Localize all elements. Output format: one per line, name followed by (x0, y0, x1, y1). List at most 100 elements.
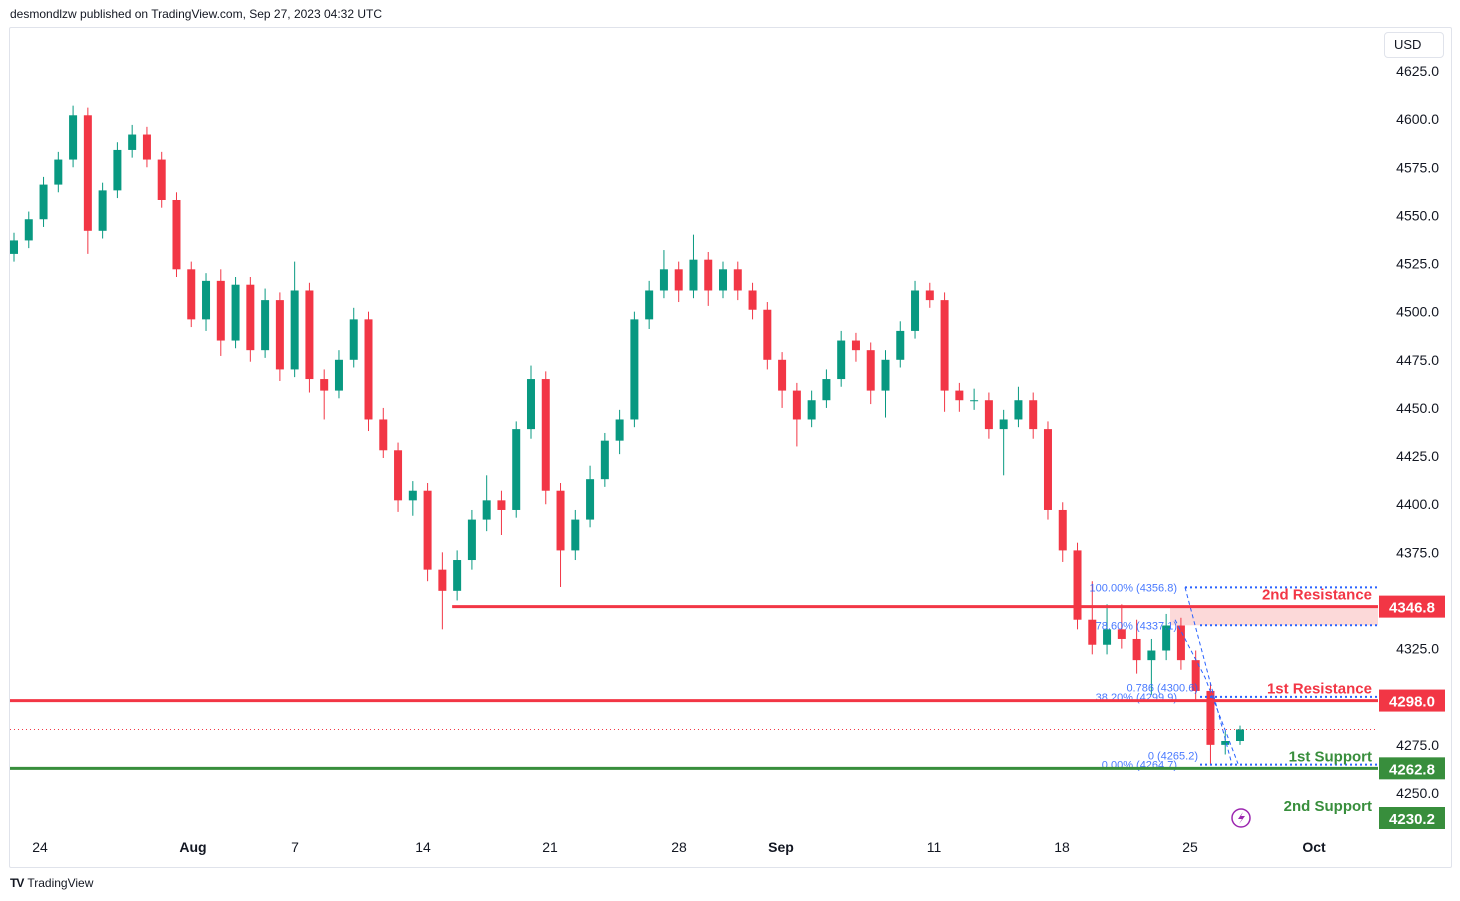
price-tag-value: 4230.2 (1389, 811, 1435, 828)
candle-body (1058, 509, 1067, 551)
candle-body (1206, 690, 1215, 745)
y-tick-label: 4600.0 (1396, 111, 1439, 127)
candle-body (261, 300, 270, 351)
publish-info: desmondlzw published on TradingView.com,… (10, 7, 383, 21)
candle-body (379, 419, 388, 451)
candle-body (645, 290, 654, 320)
candle-body (290, 290, 299, 370)
x-tick-label: 14 (415, 839, 431, 855)
candle-body (438, 569, 447, 591)
x-tick-label: Sep (768, 839, 794, 855)
y-tick-label: 4275.0 (1396, 737, 1439, 753)
candle-body (1191, 660, 1200, 691)
level-name: 1st Support (1289, 748, 1372, 765)
candle-body (305, 290, 314, 380)
candle-body (778, 359, 787, 391)
candle-body (54, 159, 63, 185)
candle-body (83, 115, 92, 231)
fib-extra-label: 0 (4265.2) (1148, 751, 1198, 763)
candle-body (1176, 625, 1185, 661)
candle-body (394, 450, 403, 501)
y-tick-label: 4500.0 (1396, 304, 1439, 320)
chart-frame (9, 27, 1452, 868)
candle-body (659, 269, 668, 291)
candle-body (1147, 650, 1156, 661)
candle-body (1132, 638, 1141, 661)
x-tick-label: 11 (927, 839, 942, 855)
candle-body (674, 269, 683, 291)
fib-trend-line (1174, 587, 1239, 765)
y-tick-label: 4425.0 (1396, 448, 1439, 464)
candle-body (98, 190, 107, 231)
y-tick-label: 4475.0 (1396, 352, 1439, 368)
y-tick-label: 4550.0 (1396, 207, 1439, 223)
candle-body (689, 259, 698, 291)
candle-body (837, 340, 846, 380)
price-tag-value: 4298.0 (1389, 694, 1435, 711)
candle-body (896, 330, 905, 360)
candle-body (925, 290, 934, 301)
candle-body (881, 359, 890, 391)
candle-body (866, 350, 875, 391)
candle-body (1073, 550, 1082, 620)
candle-body (763, 309, 772, 360)
candle-body (423, 490, 432, 570)
candle-body (1103, 629, 1112, 645)
fib-level-label: 78.60% (4337.1) (1096, 620, 1177, 632)
x-tick-label: 28 (671, 839, 687, 855)
candle-body (911, 290, 920, 331)
candle-body (216, 280, 225, 341)
y-tick-label: 4450.0 (1396, 400, 1439, 416)
candle-body (955, 390, 964, 401)
brand-name: TradingView (27, 876, 94, 890)
candle-body (1117, 629, 1126, 639)
candle-body (748, 290, 757, 310)
x-tick-label: 24 (32, 839, 48, 855)
candle-body (39, 184, 48, 220)
tradingview-footer[interactable]: TV TradingView (10, 876, 93, 890)
candle-body (453, 560, 462, 591)
y-tick-label: 4250.0 (1396, 785, 1439, 801)
y-tick-label: 4525.0 (1396, 256, 1439, 272)
price-tag-value: 4346.8 (1389, 600, 1435, 617)
candle-body (482, 500, 491, 520)
candle-body (719, 269, 728, 291)
candle-body (571, 519, 580, 551)
candle-body (24, 219, 33, 241)
candle-body (349, 319, 358, 360)
candle-body (526, 379, 535, 430)
candle-body (142, 134, 151, 160)
candle-body (630, 319, 639, 420)
candle-body (556, 490, 565, 551)
fib-level-label: 100.00% (4356.8) (1090, 582, 1177, 594)
tradingview-logo-icon: TV (10, 876, 24, 890)
x-tick-label: 18 (1054, 839, 1070, 855)
candle-body (408, 490, 417, 501)
level-name: 1st Resistance (1267, 681, 1372, 698)
y-tick-label: 4325.0 (1396, 641, 1439, 657)
level-name: 2nd Support (1284, 798, 1372, 815)
candle-body (202, 280, 211, 320)
candle-body (792, 390, 801, 420)
candle-body (1088, 619, 1097, 645)
y-tick-label: 4375.0 (1396, 544, 1439, 560)
candle-body (586, 479, 595, 520)
candle-body (10, 240, 18, 254)
candle-body (467, 519, 476, 561)
candle-body (615, 419, 624, 441)
price-tag (1379, 595, 1445, 618)
candle-body (334, 359, 343, 391)
candle-body (541, 379, 550, 491)
candle-body (69, 115, 78, 160)
currency-selector[interactable]: USD (1384, 32, 1444, 58)
x-tick-label: Aug (179, 839, 206, 855)
candle-body (1029, 400, 1038, 430)
y-tick-label: 4625.0 (1396, 63, 1439, 79)
price-tag-value: 4262.8 (1389, 761, 1435, 778)
candle-body (1162, 625, 1171, 651)
candle-body (231, 284, 240, 341)
candle-body (704, 259, 713, 291)
x-tick-label: Oct (1302, 839, 1326, 855)
candle-body (807, 400, 816, 420)
